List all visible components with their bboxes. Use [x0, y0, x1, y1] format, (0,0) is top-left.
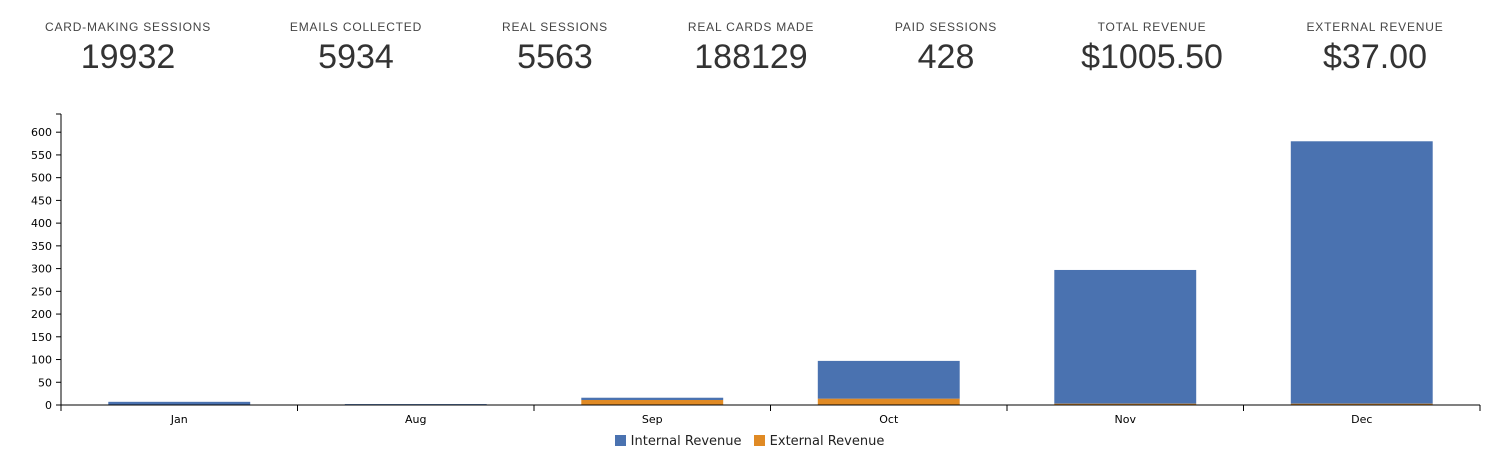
stat-value: 5563	[517, 38, 593, 76]
stat-emails-collected: EMAILS COLLECTED 5934	[256, 20, 456, 77]
legend-item-external: External Revenue	[753, 434, 885, 449]
bar-internal-revenue-sep	[581, 397, 724, 400]
legend-swatch	[753, 435, 765, 446]
legend-item-internal: Internal Revenue	[614, 434, 742, 449]
bar-external-revenue-dec	[1290, 403, 1433, 405]
x-tick-label: Nov	[1115, 413, 1137, 426]
x-tick-label: Aug	[405, 413, 426, 426]
legend-swatch	[614, 435, 626, 446]
stat-value: 188129	[694, 38, 808, 76]
stat-label: EMAILS COLLECTED	[289, 20, 423, 34]
stat-card-making-sessions: CARD-MAKING SESSIONS 19932	[28, 20, 228, 77]
stat-value: $37.00	[1323, 38, 1427, 76]
y-tick-label: 0	[45, 399, 52, 412]
stat-real-sessions: REAL SESSIONS 5563	[455, 20, 655, 77]
stat-label: CARD-MAKING SESSIONS	[44, 20, 212, 34]
stats-row: CARD-MAKING SESSIONS 19932 EMAILS COLLECT…	[0, 20, 1499, 90]
y-tick-label: 150	[31, 331, 52, 344]
stat-label: REAL SESSIONS	[502, 20, 608, 34]
bar-internal-revenue-dec	[1290, 141, 1433, 404]
stat-label: PAID SESSIONS	[894, 20, 998, 34]
stat-paid-sessions: PAID SESSIONS 428	[846, 20, 1046, 77]
y-tick-label: 250	[31, 285, 52, 298]
y-tick-label: 350	[31, 240, 52, 253]
chart-legend: Internal Revenue External Revenue	[0, 434, 1499, 449]
stat-value: 19932	[80, 38, 176, 76]
stat-label: TOTAL REVENUE	[1097, 20, 1207, 34]
legend-label: Internal Revenue	[630, 434, 742, 449]
legend-label: External Revenue	[769, 434, 885, 449]
y-tick-label: 100	[31, 354, 52, 367]
y-tick-label: 300	[31, 263, 52, 276]
stat-value: 5934	[318, 38, 394, 76]
y-tick-label: 550	[31, 149, 52, 162]
y-tick-label: 600	[31, 126, 52, 139]
bar-external-revenue-sep	[581, 399, 724, 405]
bar-external-revenue-oct	[817, 398, 960, 405]
revenue-chart: 0 50 100 150 200 250 300 350 400 450 500 550 600 Jan A…	[31, 113, 1481, 426]
stat-value: 428	[917, 38, 975, 76]
stat-external-revenue: EXTERNAL REVENUE $37.00	[1275, 20, 1475, 77]
y-tick-label: 450	[31, 194, 52, 207]
x-tick-label: Dec	[1351, 413, 1372, 426]
stat-value: $1005.50	[1081, 38, 1223, 76]
y-tick-label: 500	[31, 172, 52, 185]
y-tick-label: 200	[31, 308, 52, 321]
stat-real-cards-made: REAL CARDS MADE 188129	[651, 20, 851, 77]
stat-label: EXTERNAL REVENUE	[1306, 20, 1444, 34]
stat-label: REAL CARDS MADE	[687, 20, 815, 34]
x-tick-label: Jan	[170, 413, 188, 426]
bar-internal-revenue-oct	[817, 360, 960, 399]
stat-total-revenue: TOTAL REVENUE $1005.50	[1052, 20, 1252, 77]
x-tick-label: Oct	[879, 413, 899, 426]
x-tick-label: Sep	[642, 413, 663, 426]
y-tick-label: 400	[31, 217, 52, 230]
bar-external-revenue-nov	[1054, 403, 1197, 405]
bar-internal-revenue-jan	[108, 401, 251, 405]
bar-internal-revenue-nov	[1054, 269, 1197, 404]
y-tick-label: 50	[38, 376, 52, 389]
